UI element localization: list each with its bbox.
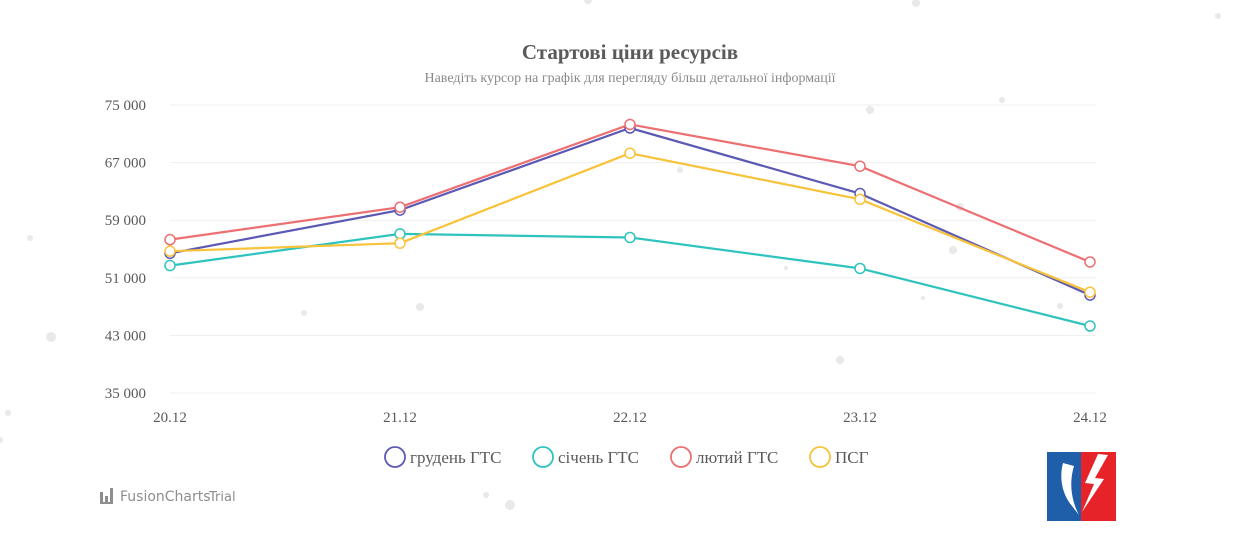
- fusioncharts-branding[interactable]: FusionCharts Trial: [100, 488, 236, 505]
- legend-marker: [809, 446, 831, 468]
- data-point[interactable]: [1084, 320, 1096, 332]
- y-tick-label: 59 000: [105, 213, 146, 229]
- data-point[interactable]: [1084, 286, 1096, 298]
- data-point[interactable]: [624, 118, 636, 131]
- background-dot: [301, 310, 307, 316]
- background-dot: [505, 500, 515, 510]
- x-tick-label: 23.12: [843, 410, 877, 426]
- background-dot: [416, 303, 424, 311]
- grid-lines: [170, 104, 1096, 394]
- brand-suffix: Trial: [208, 490, 236, 505]
- background-dot: [949, 246, 957, 254]
- background-dot: [1057, 303, 1063, 309]
- legend-label: січень ГТС: [558, 448, 639, 467]
- data-point[interactable]: [394, 201, 406, 213]
- background-dot: [836, 356, 844, 364]
- y-axis: 75 000 67 000 59 000 51 000 43 000 35 000: [105, 98, 146, 402]
- background-dot: [27, 235, 33, 241]
- x-axis: 20.12 21.12 22.12 23.12 24.12: [153, 410, 1107, 426]
- y-tick-label: 75 000: [105, 98, 146, 114]
- data-point[interactable]: [854, 160, 866, 172]
- x-tick-label: 21.12: [383, 410, 417, 426]
- data-point[interactable]: [624, 147, 636, 159]
- data-point[interactable]: [394, 228, 406, 240]
- background-dot: [999, 97, 1005, 103]
- background-dot: [677, 167, 683, 173]
- background-dot: [784, 266, 788, 270]
- bar-chart-icon: [100, 488, 113, 504]
- legend-label: ПСГ: [835, 448, 869, 467]
- company-logo-icon: [1047, 452, 1116, 521]
- data-point[interactable]: [164, 259, 176, 272]
- legend-item[interactable]: ПСГ: [809, 446, 869, 468]
- background-dot: [5, 410, 11, 416]
- legend-marker: [384, 446, 406, 468]
- legend-item[interactable]: лютий ГТС: [670, 446, 778, 468]
- y-tick-label: 35 000: [105, 386, 146, 402]
- y-tick-label: 51 000: [105, 271, 146, 287]
- chart-subtitle: Наведіть курсор на графік для перегляду …: [424, 71, 835, 86]
- data-point[interactable]: [1084, 256, 1096, 268]
- data-point[interactable]: [854, 193, 866, 206]
- chart-title: Стартові ціни ресурсів: [522, 40, 738, 64]
- x-tick-label: 22.12: [613, 410, 647, 426]
- data-point[interactable]: [164, 233, 176, 246]
- legend[interactable]: грудень ГТС січень ГТС лютий ГТС ПСГ: [384, 446, 869, 468]
- data-point[interactable]: [854, 262, 866, 275]
- background-dot: [912, 0, 920, 7]
- x-tick-label: 20.12: [153, 410, 187, 426]
- background-dot: [866, 106, 874, 114]
- brand-name: FusionCharts: [120, 489, 211, 505]
- background-dots: [0, 0, 1221, 510]
- data-point[interactable]: [624, 231, 636, 244]
- legend-item[interactable]: січень ГТС: [532, 446, 639, 468]
- legend-label: лютий ГТС: [696, 448, 778, 467]
- series-points[interactable]: [164, 118, 1096, 332]
- x-tick-label: 24.12: [1073, 410, 1107, 426]
- background-dot: [584, 0, 592, 4]
- y-tick-label: 67 000: [105, 156, 146, 172]
- background-dot: [46, 332, 56, 342]
- data-point[interactable]: [394, 237, 406, 249]
- background-dot: [921, 296, 925, 300]
- y-tick-label: 43 000: [105, 328, 146, 344]
- legend-marker: [532, 446, 554, 468]
- series-line[interactable]: [169, 152, 1091, 294]
- background-dot: [1215, 13, 1221, 19]
- legend-item[interactable]: грудень ГТС: [384, 446, 502, 468]
- background-dot: [483, 492, 489, 498]
- legend-marker: [670, 446, 692, 468]
- legend-label: грудень ГТС: [410, 448, 502, 467]
- background-dot: [0, 437, 3, 443]
- data-point[interactable]: [164, 245, 176, 257]
